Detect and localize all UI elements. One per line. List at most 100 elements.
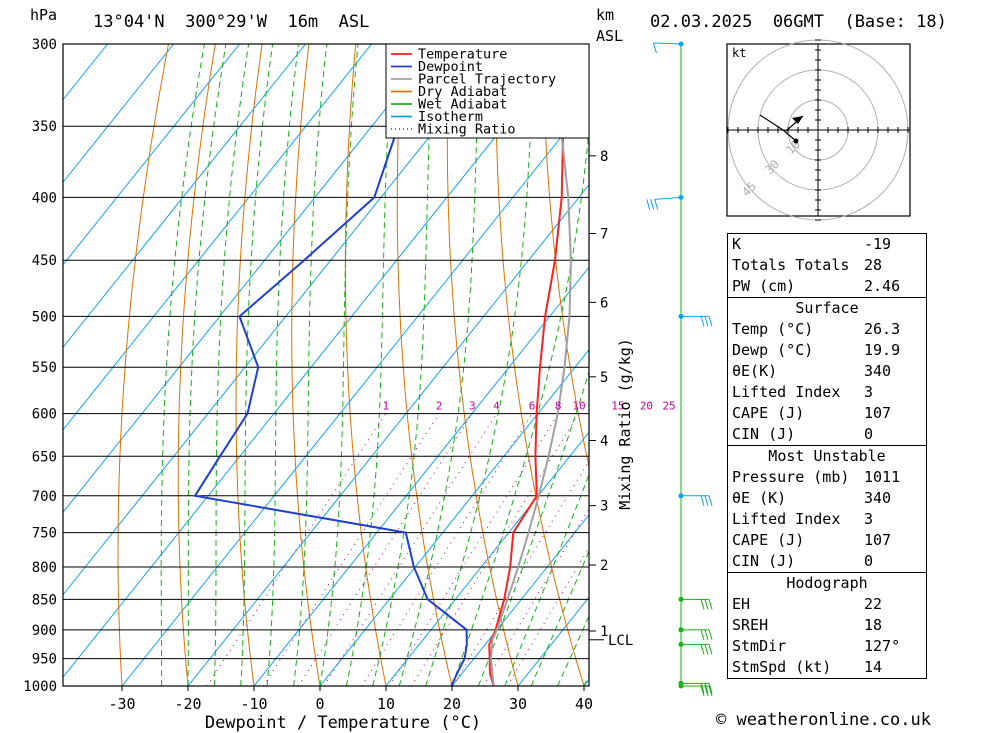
mixing-ratio-label: 4	[493, 400, 500, 413]
height-tick-label: 3	[600, 499, 608, 515]
height-tick-label: 4	[600, 433, 608, 449]
plot-frame	[62, 43, 590, 687]
wind-barb-dot	[678, 683, 684, 689]
isotherm-line	[63, 44, 306, 349]
wind-barb-flag	[652, 42, 657, 54]
wind-barb-flag	[700, 495, 705, 506]
temperature-tick-label: 40	[575, 695, 593, 713]
isotherm-line	[63, 44, 570, 679]
hodo-index-value: 18	[864, 616, 883, 634]
mixing-ratio-label: 1	[382, 400, 389, 413]
mixing-ratio-axis-label: Mixing Ratio (g/kg)	[616, 338, 634, 510]
mixing-ratio-line	[361, 413, 533, 686]
isotherm-line	[63, 44, 240, 266]
wind-barb-dot	[678, 313, 684, 319]
wind-barb-flag	[708, 629, 713, 640]
mixing-ratio-line	[206, 413, 387, 686]
wind-barb-flag	[708, 599, 713, 610]
wet-adiabat-line	[398, 44, 481, 686]
wet-adiabat-line	[451, 123, 589, 686]
surface-index-label: θE(K)	[732, 362, 778, 380]
surface-title: Surface	[795, 299, 859, 317]
wind-barb-flag	[704, 316, 709, 327]
wind-barb-flag	[700, 316, 705, 327]
wind-barb-flag	[704, 685, 709, 697]
hodo-index-row: SREH 18	[728, 615, 926, 636]
isotherm-line	[63, 44, 504, 596]
pressure-tick-label: 500	[32, 309, 57, 325]
wet-adiabat-line	[187, 44, 227, 686]
isotherm-line	[319, 348, 589, 686]
mu-index-row: Lifted Index 3	[728, 509, 926, 530]
mixing-ratio-line	[262, 413, 440, 686]
wet-adiabat-line	[160, 44, 205, 686]
mixing-ratio-line	[297, 413, 473, 686]
mu-index-row: CIN (J) 0	[728, 551, 926, 572]
hodo-index-value: 127°	[864, 637, 901, 655]
dry-adiabat-line	[344, 44, 387, 686]
hodograph-trace	[759, 114, 797, 142]
temperature-tick-label: 30	[509, 695, 527, 713]
dry-adiabat-line	[917, 44, 1000, 686]
mixing-ratio-label: 20	[640, 400, 653, 413]
surface-index-value: 340	[864, 362, 892, 380]
index-value: 28	[864, 256, 883, 274]
pressure-tick-label: 950	[32, 652, 57, 668]
pressure-tick-label: 850	[32, 592, 57, 608]
hodo-index-label: EH	[732, 595, 751, 613]
mixing-ratio-line	[388, 413, 559, 686]
dry-adiabat-line	[291, 44, 321, 686]
temperature-axis: -30 -20 -10 0 10 20 30 40	[108, 686, 593, 713]
x-axis-label: Dewpoint / Temperature (°C)	[205, 713, 481, 733]
wind-barb-flag	[704, 495, 709, 506]
wind-barb-dot	[678, 596, 684, 602]
mixing-ratio-label: 6	[529, 400, 536, 413]
mu-index-value: 1011	[864, 468, 901, 486]
pressure-tick-label: 750	[32, 526, 57, 542]
index-value: -19	[864, 235, 892, 253]
dry-adiabat-line	[396, 44, 453, 686]
lcl-label: LCL	[608, 633, 633, 649]
wind-barb-flag	[704, 683, 709, 694]
wind-barb-dot	[678, 627, 684, 633]
datetime-title: 02.03.2025 06GMT (Base: 18)	[650, 12, 947, 32]
height-tick-label: 6	[600, 295, 608, 311]
surface-index-label: Dewp (°C)	[732, 341, 814, 359]
surface-index-row: Temp (°C) 26.3	[728, 319, 926, 340]
wet-adiabat-line	[266, 44, 299, 686]
mu-index-value: 107	[864, 531, 892, 549]
pressure-tick-label: 650	[32, 449, 57, 465]
wind-barb-flag	[700, 685, 705, 697]
series-parcel-trajectory	[489, 44, 572, 686]
series-dewpoint	[193, 44, 468, 686]
mixing-ratio-label: 15	[611, 400, 624, 413]
wind-barb-dot	[678, 194, 684, 200]
dry-adiabat-line	[590, 44, 716, 686]
legend-item-mixing-ratio: Mixing Ratio	[418, 122, 516, 138]
pressure-tick-label: 700	[32, 489, 57, 505]
pressure-tick-label: 400	[32, 190, 57, 206]
mixing-ratio-label: 8	[555, 400, 562, 413]
wind-barb-flag	[654, 199, 659, 210]
surface-index-label: CIN (J)	[732, 425, 796, 443]
height-tick-label: 7	[600, 226, 608, 242]
index-label: PW (cm)	[732, 277, 796, 295]
copyright-link[interactable]: © weatheronline.co.uk	[716, 710, 931, 730]
legend-item-parcel-trajectory: Parcel Trajectory	[418, 72, 556, 88]
isotherm-line	[63, 44, 174, 184]
mu-index-row: Pressure (mb) 1011	[728, 467, 926, 488]
pressure-axis: 300 350 400 450 500 550 600 650 700 750 800 850 900 9…	[23, 37, 57, 695]
asl-unit-label: ASL	[596, 27, 624, 45]
pressure-tick-label: 350	[32, 119, 57, 135]
wind-barb-dot	[678, 641, 684, 647]
dry-adiabat-line	[177, 44, 216, 686]
indices-top-box: K -19 Totals Totals 28 PW (cm) 2.46	[727, 233, 927, 297]
isotherm-line	[451, 513, 589, 686]
wind-barb-flag	[650, 199, 655, 210]
wind-barb-flag	[700, 599, 705, 610]
mu-index-value: 3	[864, 510, 874, 528]
wind-barb-flag	[700, 644, 705, 655]
mixing-ratio-labels: 1 2 3 4 6 8 10 15 20 25	[382, 400, 675, 413]
